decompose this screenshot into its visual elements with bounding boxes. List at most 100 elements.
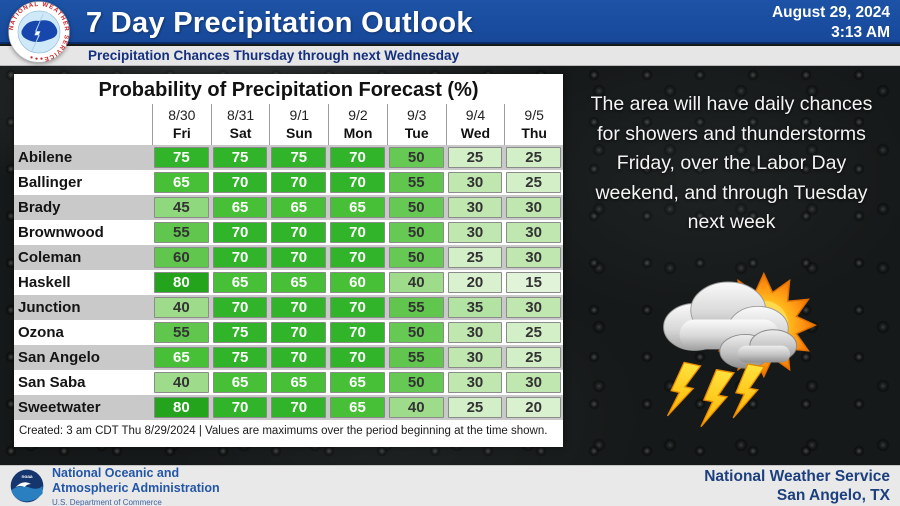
column-day: Wed xyxy=(460,125,491,141)
pop-cell: 70 xyxy=(271,172,327,193)
pop-cell: 70 xyxy=(212,222,268,243)
pop-cell: 60 xyxy=(330,272,385,293)
column-header: 9/1 Sun xyxy=(269,104,328,145)
pop-cell: 30 xyxy=(447,372,503,393)
footer-noaa-block: noaa National Oceanic and Atmospheric Ad… xyxy=(10,466,220,506)
table-row: Brownwood 55 70 70 70 50 30 30 xyxy=(14,220,563,245)
pop-cell: 70 xyxy=(271,297,327,318)
pop-cell: 70 xyxy=(330,322,385,343)
pop-cell: 65 xyxy=(271,272,327,293)
pop-cell: 65 xyxy=(271,197,327,218)
table-row: Ballinger 65 70 70 70 55 30 25 xyxy=(14,170,563,195)
pop-cell: 25 xyxy=(447,147,503,168)
noaa-org-line2: Atmospheric Administration xyxy=(52,480,220,495)
column-date: 8/31 xyxy=(226,107,255,123)
pop-cell: 70 xyxy=(271,222,327,243)
summary-message: The area will have daily chances for show… xyxy=(563,90,900,238)
pop-cell: 65 xyxy=(330,397,385,418)
column-header: 9/3 Tue xyxy=(386,104,446,145)
thunderstorm-sun-icon xyxy=(662,271,817,430)
table-title: Probability of Precipitation Forecast (%… xyxy=(98,79,479,101)
main-area: Probability of Precipitation Forecast (%… xyxy=(0,66,900,465)
pop-cell: 50 xyxy=(388,322,444,343)
pop-cell: 70 xyxy=(212,297,268,318)
pop-cell: 70 xyxy=(330,247,385,268)
pop-cell: 50 xyxy=(388,222,444,243)
page-title: 7 Day Precipitation Outlook xyxy=(86,7,473,39)
pop-cell: 70 xyxy=(330,222,385,243)
pop-cell: 40 xyxy=(388,272,444,293)
column-day: Mon xyxy=(343,125,373,141)
pop-cell: 70 xyxy=(271,347,327,368)
pop-cell: 30 xyxy=(506,372,561,393)
row-label-city: San Saba xyxy=(18,374,86,391)
column-day: Tue xyxy=(404,125,429,141)
noaa-dept: U.S. Department of Commerce xyxy=(52,497,162,506)
pop-cell: 65 xyxy=(212,272,268,293)
pop-cell: 80 xyxy=(154,272,209,293)
row-label-city: Junction xyxy=(18,299,81,316)
pop-cell: 70 xyxy=(212,172,268,193)
pop-cell: 75 xyxy=(154,147,209,168)
pop-cell: 55 xyxy=(388,347,444,368)
pop-cell: 60 xyxy=(154,247,209,268)
column-date: 9/2 xyxy=(348,107,368,123)
row-label-city: Abilene xyxy=(18,149,73,166)
subtitle-strip: Precipitation Chances Thursday through n… xyxy=(0,46,900,66)
table-row: Haskell 80 65 65 60 40 20 15 xyxy=(14,270,563,295)
pop-cell: 65 xyxy=(212,372,268,393)
column-date: 9/3 xyxy=(406,107,427,123)
pop-cell: 70 xyxy=(212,397,268,418)
summary-message-line: weekend, and through Tuesday xyxy=(595,181,868,204)
header-date: August 29, 2024 xyxy=(771,4,890,21)
pop-cell: 55 xyxy=(388,297,444,318)
pop-cell: 75 xyxy=(212,347,268,368)
pop-cell: 70 xyxy=(271,247,327,268)
subtitle-text: Precipitation Chances Thursday through n… xyxy=(88,48,460,63)
pop-cell: 30 xyxy=(447,172,503,193)
pop-cell: 45 xyxy=(154,197,209,218)
column-date: 8/30 xyxy=(168,107,196,123)
pop-cell: 70 xyxy=(330,172,385,193)
footer-bar: noaa National Oceanic and Atmospheric Ad… xyxy=(0,465,900,506)
nws-seal-icon: NATIONAL WEATHER SERVICE xyxy=(8,1,70,63)
pop-cell: 30 xyxy=(506,222,561,243)
office-line1: National Weather Service xyxy=(704,468,890,485)
summary-panel: The area will have daily chances for show… xyxy=(563,66,900,465)
column-day: Sun xyxy=(286,125,313,141)
column-date: 9/1 xyxy=(289,107,310,123)
row-label-city: Brady xyxy=(18,199,61,216)
table-body: Abilene 75 75 75 70 50 25 25 Ballinger 65 70 70 70 55… xyxy=(14,145,563,420)
row-label-city: Sweetwater xyxy=(18,399,101,416)
pop-cell: 50 xyxy=(388,247,444,268)
pop-cell: 70 xyxy=(212,247,268,268)
pop-cell: 25 xyxy=(506,322,561,343)
table-row: San Angelo 65 75 70 70 55 30 25 xyxy=(14,345,563,370)
pop-cell: 40 xyxy=(388,397,444,418)
pop-cell: 25 xyxy=(506,347,561,368)
pop-cell: 30 xyxy=(506,247,561,268)
header-datetime: August 29, 2024 3:13 AM xyxy=(772,3,890,42)
pop-cell: 25 xyxy=(506,147,561,168)
svg-text:noaa: noaa xyxy=(21,475,32,480)
pop-cell: 70 xyxy=(330,297,385,318)
pop-cell: 50 xyxy=(388,197,444,218)
pop-cell: 25 xyxy=(506,172,561,193)
pop-cell: 40 xyxy=(154,297,209,318)
pop-cell: 65 xyxy=(330,197,385,218)
column-header: 9/4 Wed xyxy=(445,104,505,145)
table-row: Abilene 75 75 75 70 50 25 25 xyxy=(14,145,563,170)
pop-cell: 70 xyxy=(330,347,385,368)
pop-cell: 65 xyxy=(271,372,327,393)
pop-cell: 70 xyxy=(271,322,327,343)
pop-cell: 30 xyxy=(447,222,503,243)
pop-cell: 65 xyxy=(154,347,209,368)
pop-cell: 25 xyxy=(447,247,503,268)
summary-message-line: The area will have daily chances xyxy=(590,93,873,115)
summary-message-line: next week xyxy=(687,211,776,233)
column-day: Thu xyxy=(521,125,547,141)
noaa-emblem-icon: noaa xyxy=(10,469,44,503)
column-date: 9/5 xyxy=(524,107,544,123)
row-label-city: Haskell xyxy=(18,274,71,291)
